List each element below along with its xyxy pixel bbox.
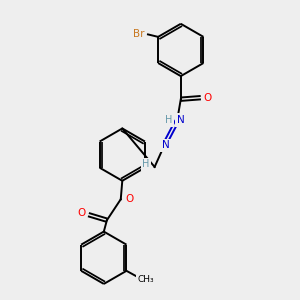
Text: H: H (165, 115, 172, 125)
Text: Br: Br (133, 29, 145, 39)
Text: O: O (77, 208, 86, 218)
Text: N: N (177, 115, 185, 125)
Text: O: O (203, 93, 212, 103)
Text: CH₃: CH₃ (137, 275, 154, 284)
Text: N: N (162, 140, 170, 150)
Text: H: H (142, 160, 150, 170)
Text: O: O (125, 194, 134, 204)
